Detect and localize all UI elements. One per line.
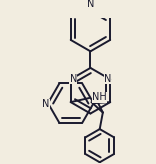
Text: N: N [70,74,77,84]
Text: N: N [104,74,111,84]
Text: NH: NH [92,92,107,102]
Text: N: N [42,99,50,109]
Text: N: N [87,0,94,9]
